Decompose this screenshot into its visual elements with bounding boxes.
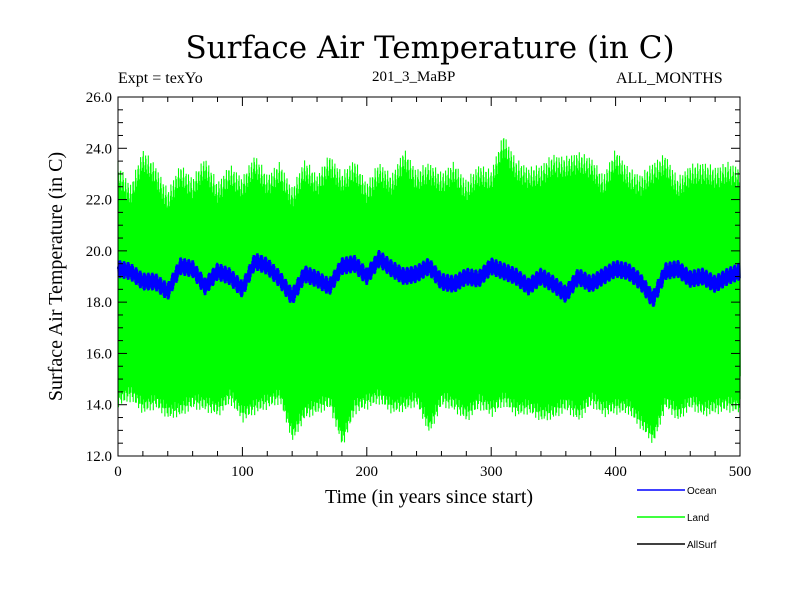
data-layer <box>116 138 741 443</box>
y-axis-label: Surface Air Temperature (in C) <box>45 152 67 401</box>
experiment-note: Expt = texYo <box>118 70 203 87</box>
x-tick-label: 100 <box>231 464 254 480</box>
period-note: 201_3_MaBP <box>372 69 456 85</box>
y-tick-label: 12.0 <box>86 449 112 465</box>
ocean-series-line <box>116 249 741 307</box>
y-tick-label: 16.0 <box>86 346 112 362</box>
x-tick-label: 200 <box>356 464 379 480</box>
land-core-band <box>118 212 740 374</box>
legend-label: Ocean <box>687 486 716 497</box>
x-axis-label: Time (in years since start) <box>325 486 533 508</box>
legend-label: AllSurf <box>687 540 717 551</box>
x-tick-label: 400 <box>604 464 627 480</box>
legend-label: Land <box>687 513 709 524</box>
x-tick-label: 0 <box>114 464 122 480</box>
y-tick-label: 18.0 <box>86 295 112 311</box>
x-tick-label: 500 <box>729 464 752 480</box>
y-tick-label: 20.0 <box>86 244 112 260</box>
x-tick-label: 300 <box>480 464 503 480</box>
months-note: ALL_MONTHS <box>616 70 723 87</box>
y-tick-label: 14.0 <box>86 398 112 414</box>
chart-title: Surface Air Temperature (in C) <box>185 30 675 66</box>
y-tick-label: 22.0 <box>86 193 112 209</box>
legend: Ocean Land AllSurf <box>637 486 717 551</box>
y-tick-label: 24.0 <box>86 141 112 157</box>
y-tick-label: 26.0 <box>86 90 112 106</box>
ticks-layer: 0 100 200 300 400 500 12.0 14.0 16.0 18.0 20.0 22.0… <box>86 90 752 480</box>
